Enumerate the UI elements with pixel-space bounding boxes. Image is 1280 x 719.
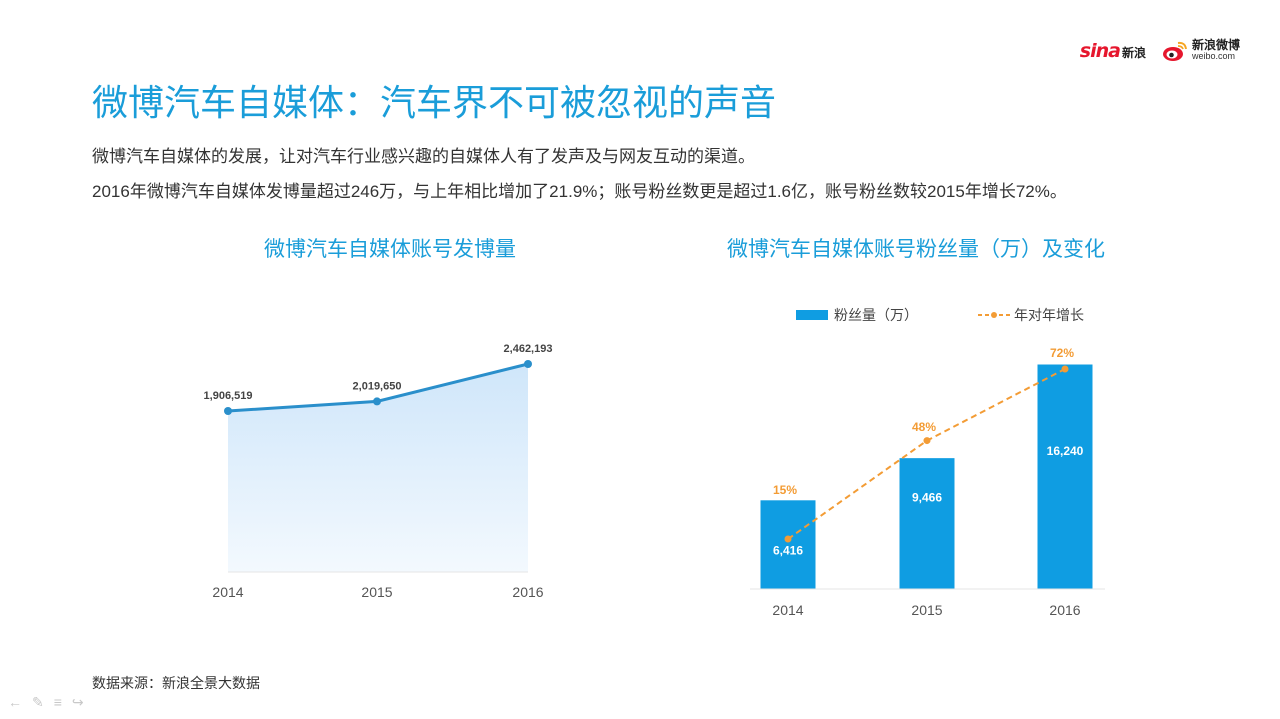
back-arrow-icon[interactable]: ← xyxy=(8,694,22,710)
growth-point xyxy=(1061,365,1069,373)
description-line-2: 2016年微博汽车自媒体发博量超过246万，与上年相比增加了21.9%；账号粉丝… xyxy=(92,182,1067,201)
growth-label: 48% xyxy=(912,420,936,434)
menu-icon[interactable]: ≡ xyxy=(53,694,62,710)
bar-value-label: 9,466 xyxy=(912,491,942,505)
slide-nav: ← ✎ ≡ ↪ xyxy=(8,694,84,711)
sina-logo: sina 新浪 xyxy=(1079,40,1146,62)
weibo-eye-icon xyxy=(1162,41,1187,61)
description-line-1: 微博汽车自媒体的发展，让对汽车行业感兴趣的自媒体人有了发声及与网友互动的渠道。 xyxy=(92,147,755,166)
pen-icon[interactable]: ✎ xyxy=(32,694,44,710)
bar xyxy=(1037,364,1093,589)
posts-area-chart: 1,906,519 2014 2,019,650 2015 2,462,193 2016 xyxy=(204,343,553,600)
data-label: 2,019,650 xyxy=(353,380,402,392)
area-fill xyxy=(228,364,528,572)
data-label: 2,462,193 xyxy=(504,343,553,355)
data-point xyxy=(524,360,532,368)
x-tick-label: 2016 xyxy=(512,584,543,600)
chart-title-fans: 微博汽车自媒体账号粉丝量（万）及变化 xyxy=(727,238,1105,261)
x-tick-label: 2014 xyxy=(212,584,243,600)
legend-label-bar: 粉丝量（万） xyxy=(834,307,918,323)
x-tick-label: 2015 xyxy=(911,602,942,618)
chart-title-posts: 微博汽车自媒体账号发博量 xyxy=(264,238,516,261)
growth-label: 72% xyxy=(1050,346,1074,360)
x-tick-label: 2015 xyxy=(361,584,392,600)
weibo-logo: 新浪微博 weibo.com xyxy=(1162,38,1240,62)
data-label: 1,906,519 xyxy=(204,390,253,402)
weibo-logo-url: weibo.com xyxy=(1191,51,1236,61)
growth-label: 15% xyxy=(773,483,797,497)
data-point xyxy=(373,397,381,406)
legend-swatch-dot xyxy=(991,312,997,318)
data-source: 数据来源：新浪全景大数据 xyxy=(92,675,260,691)
bar-value-label: 16,240 xyxy=(1047,444,1084,458)
bar-value-label: 6,416 xyxy=(773,544,803,558)
data-point xyxy=(224,407,232,415)
logo-area: sina 新浪 新浪微博 weibo.com xyxy=(1079,38,1240,62)
x-tick-label: 2016 xyxy=(1049,602,1080,618)
legend-label-line: 年对年增长 xyxy=(1014,307,1084,323)
x-tick-label: 2014 xyxy=(772,602,803,618)
legend-swatch-bar xyxy=(796,310,828,320)
growth-point xyxy=(923,437,931,445)
growth-point xyxy=(784,535,792,543)
forward-arrow-icon[interactable]: ↪ xyxy=(71,694,84,710)
page-title: 微博汽车自媒体：汽车界不可被忽视的声音 xyxy=(92,82,777,123)
weibo-logo-text: 新浪微博 xyxy=(1191,38,1240,52)
bar xyxy=(899,458,955,589)
bar xyxy=(760,500,816,589)
